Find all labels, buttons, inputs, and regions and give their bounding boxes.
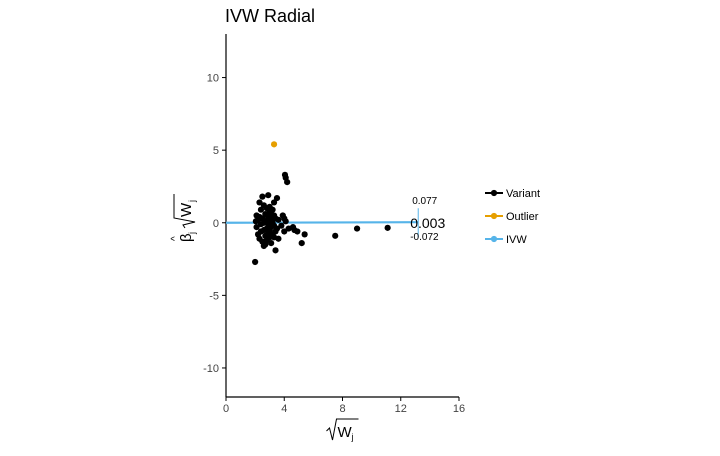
y-tick-label: 0	[213, 218, 219, 230]
legend-key-point	[490, 212, 498, 220]
variant-point	[384, 224, 391, 231]
variant-point	[270, 199, 278, 206]
ivw-labels: 0.077 0.003-0.072	[410, 196, 445, 243]
ivw-lower-label: -0.072	[410, 232, 439, 243]
variant-point	[266, 208, 273, 215]
legend: Variant Outlier IVW	[485, 188, 540, 246]
x-label-text: W	[338, 424, 353, 441]
x-tick-label: 0	[223, 403, 229, 415]
variant-point	[273, 194, 281, 202]
x-tick-label: 4	[281, 403, 287, 415]
variant-point	[260, 219, 267, 226]
points-layer	[252, 141, 391, 266]
variant-point	[268, 239, 275, 247]
variant-point	[257, 228, 265, 235]
legend-item-ivw: IVW	[485, 234, 527, 246]
x-tick-label: 16	[453, 403, 465, 415]
variant-point	[269, 213, 276, 221]
y-label-subscript: j	[187, 232, 197, 235]
variant-point	[272, 247, 279, 254]
variant-point	[265, 192, 272, 199]
variant-point	[332, 232, 339, 239]
variant-point	[275, 216, 282, 223]
y-label-beta: β	[178, 233, 195, 242]
variant-point	[259, 193, 266, 200]
legend-item-outlier: Outlier	[485, 211, 539, 223]
y-label-hat: ^	[170, 236, 181, 241]
variant-point	[273, 225, 281, 232]
variant-point	[282, 218, 289, 225]
x-label-radical	[326, 418, 359, 441]
x-label-subscript: j	[351, 432, 354, 442]
variant-point	[301, 231, 308, 238]
y-label-w-subscript: j	[187, 200, 197, 203]
ivw-slope-label: 0.003	[410, 215, 445, 231]
y-tick-label: 10	[207, 73, 219, 85]
variant-point	[278, 222, 285, 229]
variant-point	[353, 225, 361, 232]
variant-point	[257, 206, 265, 213]
chart-title: IVW Radial	[225, 6, 315, 26]
variant-point	[281, 228, 288, 235]
y-axis-label: β^jWj	[170, 194, 197, 242]
legend-label: Variant	[506, 188, 540, 200]
variant-point	[252, 258, 259, 266]
ivw-upper-label: 0.077	[412, 196, 437, 207]
variant-point	[294, 228, 301, 235]
legend-key-point	[490, 189, 498, 197]
y-tick-label: 5	[213, 145, 219, 157]
y-label-radical	[173, 194, 196, 229]
y-tick-label: -5	[209, 290, 219, 302]
variant-point	[270, 234, 278, 241]
x-tick-label: 12	[395, 403, 407, 415]
legend-item-variant: Variant	[485, 188, 540, 200]
variant-point	[262, 241, 269, 248]
variant-point	[252, 218, 259, 225]
axes: 0 4 8 12 16 -10 -5 0 5 10	[203, 34, 465, 415]
variant-point	[253, 224, 260, 231]
variant-point	[256, 199, 263, 206]
variant-point	[284, 179, 291, 186]
x-tick-label: 8	[339, 403, 345, 415]
variant-point	[266, 226, 273, 234]
outlier-point	[270, 141, 278, 148]
legend-label: Outlier	[506, 211, 539, 223]
legend-key-point	[490, 235, 498, 243]
y-label-w: W	[178, 202, 195, 217]
variant-point	[298, 239, 305, 247]
legend-label: IVW	[506, 234, 527, 246]
y-tick-label: -10	[203, 363, 219, 375]
